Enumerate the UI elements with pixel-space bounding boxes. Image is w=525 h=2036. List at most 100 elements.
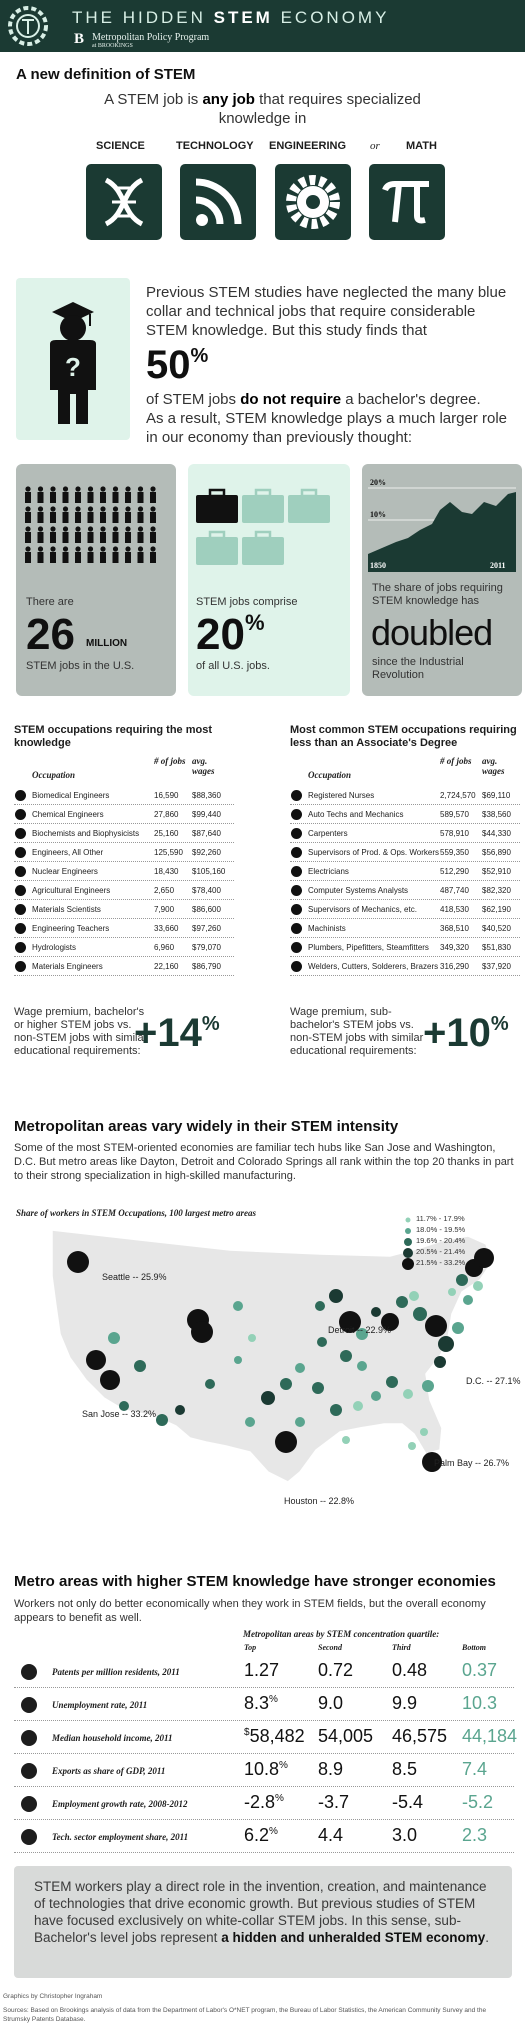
- cell-jobs: 22,160: [154, 962, 179, 971]
- metro-dot: [456, 1274, 468, 1286]
- globe-icon: [21, 1763, 37, 1779]
- left-wage-text: Wage premium, bachelor's or higher STEM …: [14, 1006, 148, 1057]
- person-icon: [62, 486, 69, 503]
- label-san-jose: San Jose -- 33.2%: [82, 1409, 157, 1419]
- metro-dot: [403, 1389, 413, 1399]
- metro-dot: [119, 1401, 129, 1411]
- metro-dot: [356, 1328, 368, 1340]
- label-engineering: ENGINEERING: [269, 140, 347, 152]
- cell-wage: $86,790: [192, 962, 221, 971]
- label-technology: TECHNOLOGY: [176, 140, 254, 152]
- cell-occ: Welders, Cutters, Solderers, Brazers: [308, 962, 439, 971]
- metro-dot: [463, 1295, 473, 1305]
- metro-dot: [156, 1414, 168, 1426]
- cell-jobs: 25,160: [154, 829, 179, 838]
- right-table-title: Most common STEM occupations requiring l…: [290, 724, 517, 749]
- right-header-0: Occupation: [308, 770, 352, 780]
- label-or: or: [370, 140, 380, 152]
- value-second: 0.72: [318, 1660, 353, 1681]
- history-word: doubled: [371, 612, 493, 653]
- value-top: 1.27: [244, 1660, 279, 1681]
- map-legend: 11.7% - 17.9% 18.0% - 19.5% 19.6% - 20.4…: [402, 1214, 465, 1270]
- plug-icon: [291, 866, 302, 877]
- person-icon: [100, 506, 106, 523]
- gear-icon: [275, 164, 351, 240]
- gear-logo-icon: [8, 6, 48, 46]
- cell-jobs: 33,660: [154, 924, 179, 933]
- metro-dot: [295, 1417, 305, 1427]
- cell-jobs: 125,590: [154, 848, 183, 857]
- person-icon: [150, 486, 156, 503]
- label-detroit: Detroit -- 22.9%: [328, 1325, 392, 1335]
- share-panel: STEM jobs comprise 20% of all U.S. jobs.: [188, 464, 350, 696]
- person-icon: [125, 546, 131, 563]
- person-icon: [87, 526, 94, 543]
- table-row: Hydrologists 6,960 $79,070: [14, 938, 234, 957]
- cell-occ: Chemical Engineers: [32, 810, 104, 819]
- cell-jobs: 418,530: [440, 905, 469, 914]
- metro-text: Some of the most STEM-oriented economies…: [14, 1142, 514, 1182]
- legend-item-4: 20.5% - 21.4%: [402, 1247, 465, 1258]
- cell-jobs: 487,740: [440, 886, 469, 895]
- value-text: 7.4: [462, 1759, 488, 1779]
- right-header-1: # of jobs: [440, 756, 472, 766]
- value-text: 58,482: [249, 1726, 305, 1746]
- heart-monitor-icon: [15, 790, 26, 801]
- pi-icon: [369, 164, 445, 240]
- molecule-icon: [15, 904, 26, 915]
- flask-icon: [15, 809, 26, 820]
- dna-icon: [15, 828, 26, 839]
- table-row: Registered Nurses 2,724,570 $69,110: [290, 786, 520, 805]
- value-suffix: %: [279, 1760, 288, 1771]
- cell-jobs: 6,960: [154, 943, 175, 952]
- cell-wage: $44,330: [482, 829, 511, 838]
- value-text: -2.8: [244, 1792, 276, 1812]
- walking-person-icon: [21, 1697, 37, 1713]
- left-table-title: STEM occupations requiring the most know…: [14, 724, 213, 749]
- metric-label: Tech. sector employment share, 2011: [52, 1832, 189, 1842]
- person-icon: [137, 506, 144, 523]
- metro-dot: [452, 1322, 464, 1334]
- person-icon: [100, 486, 106, 503]
- right-occupation-table: Occupation # of jobs avg. wages Registered …: [290, 756, 520, 986]
- cell-wage: $40,520: [482, 924, 511, 933]
- table-row: Chemical Engineers 27,860 $99,440: [14, 805, 234, 824]
- cell-occ: Carpenters: [308, 829, 348, 838]
- cell-occ: Hydrologists: [32, 943, 77, 952]
- value-bottom: -5.2: [462, 1792, 493, 1813]
- right-header-2: avg. wages: [482, 756, 505, 776]
- history-pre: The share of jobs requiring STEM knowled…: [372, 582, 503, 607]
- study-text: Previous STEM studies have neglected the…: [146, 284, 507, 339]
- graphics-credit: Graphics by Christopher Ingraham: [3, 1993, 103, 2000]
- value-text: 6.2: [244, 1825, 270, 1845]
- person-icon: [150, 546, 156, 563]
- metro-dot: [234, 1356, 242, 1364]
- y-tick-10: 10%: [370, 510, 386, 519]
- cell-wage: $87,640: [192, 829, 221, 838]
- person-icon: [25, 546, 31, 563]
- table-row: Materials Scientists 7,900 $86,600: [14, 900, 234, 919]
- cell-wage: $37,920: [482, 962, 511, 971]
- computer-icon: [291, 885, 302, 896]
- cell-jobs: 316,290: [440, 962, 469, 971]
- hardhat-icon: [291, 847, 302, 858]
- metric-label: Patents per million residents, 2011: [52, 1667, 180, 1677]
- briefcase-icon: [196, 530, 238, 565]
- metro-dot: [191, 1321, 213, 1343]
- table-row: Supervisors of Prod. & Ops. Workers 559,3…: [290, 843, 520, 862]
- cell-occ: Electricians: [308, 867, 349, 876]
- table-row: Engineering Teachers 33,660 $97,260: [14, 919, 234, 938]
- metro-dot: [275, 1431, 297, 1453]
- label-dc: D.C. -- 27.1%: [466, 1376, 521, 1386]
- metric-label: Employment growth rate, 2008-2012: [52, 1799, 188, 1809]
- person-icon: [137, 526, 144, 543]
- map-caption: Share of workers in STEM Occupations, 10…: [16, 1208, 257, 1218]
- person-icon: [125, 486, 131, 503]
- value-bottom: 44,184: [462, 1726, 517, 1747]
- cell-occ: Supervisors of Prod. & Ops. Workers: [308, 848, 440, 857]
- radiation-icon: [15, 866, 26, 877]
- cell-occ: Biomedical Engineers: [32, 791, 110, 800]
- jobs-post: STEM jobs in the U.S.: [26, 660, 135, 672]
- legend-item-3: 19.6% - 20.4%: [402, 1236, 465, 1247]
- person-icon: [25, 526, 31, 543]
